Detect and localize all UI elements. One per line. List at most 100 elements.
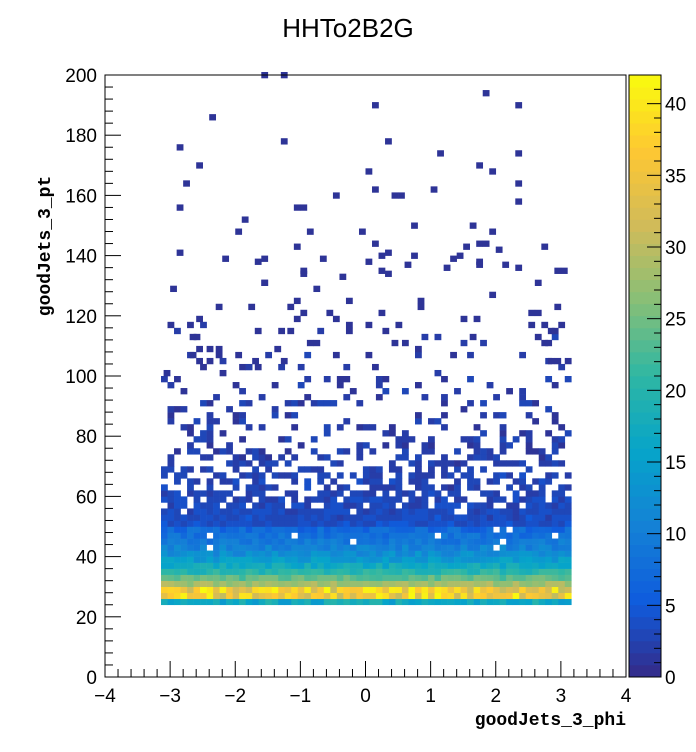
heatmap-cell bbox=[415, 502, 422, 509]
heatmap-cell bbox=[219, 526, 227, 533]
heatmap-cell bbox=[365, 168, 373, 175]
heatmap-cell bbox=[219, 430, 227, 437]
heatmap-cell bbox=[564, 484, 572, 491]
heatmap-cell bbox=[291, 412, 299, 419]
heatmap-cell bbox=[252, 598, 259, 606]
heatmap-cell bbox=[336, 580, 344, 587]
heatmap-cell bbox=[395, 550, 403, 557]
heatmap-cell bbox=[460, 514, 468, 521]
heatmap-cell bbox=[304, 502, 312, 509]
heatmap-cell bbox=[278, 532, 286, 539]
heatmap-cell bbox=[564, 508, 572, 515]
colorbar-band bbox=[629, 556, 661, 570]
heatmap-cell bbox=[232, 568, 240, 575]
heatmap-cell bbox=[428, 562, 435, 569]
colorbar-band bbox=[629, 664, 661, 678]
heatmap-cell bbox=[161, 592, 168, 600]
heatmap-cell bbox=[193, 502, 201, 509]
heatmap-cell bbox=[284, 526, 292, 533]
heatmap-cell bbox=[551, 333, 559, 341]
heatmap-cell bbox=[232, 532, 240, 539]
heatmap-cell bbox=[532, 544, 540, 551]
heatmap-cell bbox=[161, 466, 168, 473]
heatmap-cell bbox=[323, 502, 331, 509]
heatmap-cell bbox=[538, 520, 546, 527]
heatmap-cell bbox=[278, 538, 286, 545]
heatmap-cell bbox=[401, 490, 409, 497]
heatmap-cell bbox=[343, 580, 351, 587]
heatmap-cell bbox=[525, 574, 533, 581]
heatmap-cell bbox=[330, 532, 338, 539]
heatmap-cell bbox=[415, 514, 422, 521]
heatmap-cell bbox=[382, 598, 390, 606]
colorbar-tick-label: 35 bbox=[665, 166, 686, 187]
heatmap-cell bbox=[265, 514, 273, 521]
heatmap-cell bbox=[167, 418, 175, 425]
heatmap-cell bbox=[382, 568, 390, 575]
heatmap-cell bbox=[378, 309, 386, 317]
heatmap-cell bbox=[232, 520, 240, 527]
heatmap-cell bbox=[317, 526, 325, 533]
x-tick-label: 3 bbox=[556, 686, 567, 707]
heatmap-cell bbox=[239, 586, 246, 594]
heatmap-cell bbox=[493, 592, 500, 600]
heatmap-cell bbox=[382, 538, 390, 545]
heatmap-cell bbox=[369, 568, 377, 575]
heatmap-cell bbox=[551, 562, 559, 569]
heatmap-cell bbox=[174, 580, 181, 587]
heatmap-cell bbox=[200, 580, 207, 587]
heatmap-cell bbox=[551, 526, 559, 533]
heatmap-cell bbox=[356, 586, 364, 594]
heatmap-cell bbox=[317, 508, 325, 515]
heatmap-cell bbox=[454, 466, 461, 473]
heatmap-cell bbox=[499, 430, 507, 437]
colorbar-band bbox=[629, 231, 661, 244]
heatmap-cell bbox=[395, 574, 403, 581]
heatmap-cell bbox=[343, 574, 351, 581]
heatmap-cell bbox=[232, 550, 240, 557]
heatmap-cell bbox=[532, 502, 540, 509]
heatmap-cell bbox=[532, 448, 540, 455]
heatmap-cell bbox=[336, 532, 344, 539]
heatmap-cell bbox=[297, 592, 305, 600]
heatmap-cell bbox=[284, 508, 292, 515]
heatmap-cell bbox=[467, 586, 474, 594]
heatmap-cell bbox=[385, 138, 392, 145]
heatmap-cell bbox=[323, 538, 331, 545]
heatmap-cell bbox=[558, 363, 566, 371]
heatmap-cell bbox=[180, 598, 188, 606]
heatmap-cell bbox=[538, 454, 546, 461]
heatmap-cell bbox=[512, 592, 520, 600]
heatmap-cell bbox=[271, 496, 279, 503]
heatmap-cell bbox=[499, 598, 507, 606]
heatmap-cell bbox=[310, 580, 318, 587]
heatmap-cell bbox=[454, 598, 461, 606]
heatmap-cell bbox=[226, 538, 233, 545]
heatmap-cell bbox=[395, 562, 403, 569]
heatmap-cell bbox=[401, 430, 409, 437]
colorbar-tick-label: 15 bbox=[665, 453, 686, 474]
heatmap-cell bbox=[304, 550, 312, 557]
heatmap-cell bbox=[441, 454, 448, 461]
heatmap-cell bbox=[167, 514, 175, 521]
heatmap-cell bbox=[486, 496, 494, 503]
heatmap-cell bbox=[313, 339, 321, 347]
heatmap-cell bbox=[278, 520, 286, 527]
heatmap-cell bbox=[336, 424, 344, 431]
heatmap-cell bbox=[323, 424, 331, 431]
heatmap-cell bbox=[441, 460, 448, 467]
heatmap-cell bbox=[252, 526, 259, 533]
heatmap-cell bbox=[180, 556, 188, 563]
heatmap-cell bbox=[167, 574, 175, 581]
heatmap-cell bbox=[278, 363, 286, 371]
heatmap-cell bbox=[415, 538, 422, 545]
heatmap-cell bbox=[411, 252, 418, 259]
heatmap-cell bbox=[196, 162, 203, 169]
heatmap-cell bbox=[284, 412, 292, 419]
heatmap-cell bbox=[245, 556, 253, 563]
heatmap-cell bbox=[187, 424, 194, 431]
heatmap-cell bbox=[473, 574, 481, 581]
heatmap-cell bbox=[388, 562, 396, 569]
colorbar-band bbox=[629, 315, 661, 329]
heatmap-cell bbox=[193, 436, 201, 443]
